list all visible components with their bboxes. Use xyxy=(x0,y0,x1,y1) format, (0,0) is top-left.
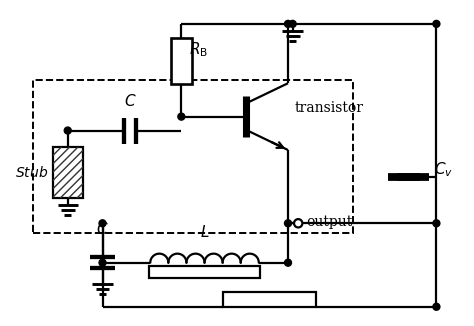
Circle shape xyxy=(284,259,292,266)
Text: output: output xyxy=(307,215,353,229)
Text: $C_v$: $C_v$ xyxy=(434,161,453,179)
Circle shape xyxy=(433,303,440,310)
Text: $R_{\mathsf{B}}$: $R_{\mathsf{B}}$ xyxy=(190,40,209,59)
Circle shape xyxy=(433,21,440,27)
Circle shape xyxy=(284,220,292,227)
Circle shape xyxy=(289,21,296,27)
Circle shape xyxy=(433,220,440,227)
Circle shape xyxy=(178,113,185,120)
Circle shape xyxy=(64,127,71,134)
Text: transistor: transistor xyxy=(295,101,364,115)
FancyBboxPatch shape xyxy=(223,292,316,307)
Circle shape xyxy=(284,21,292,27)
FancyBboxPatch shape xyxy=(53,147,83,198)
Circle shape xyxy=(99,220,106,227)
FancyBboxPatch shape xyxy=(149,266,260,278)
Text: $C$: $C$ xyxy=(124,94,137,110)
Text: $C$: $C$ xyxy=(96,221,109,237)
Circle shape xyxy=(99,259,106,266)
Circle shape xyxy=(294,219,302,228)
FancyBboxPatch shape xyxy=(171,38,191,84)
Text: $L$: $L$ xyxy=(200,224,210,240)
Text: $\mathit{Stub}$: $\mathit{Stub}$ xyxy=(15,165,48,180)
